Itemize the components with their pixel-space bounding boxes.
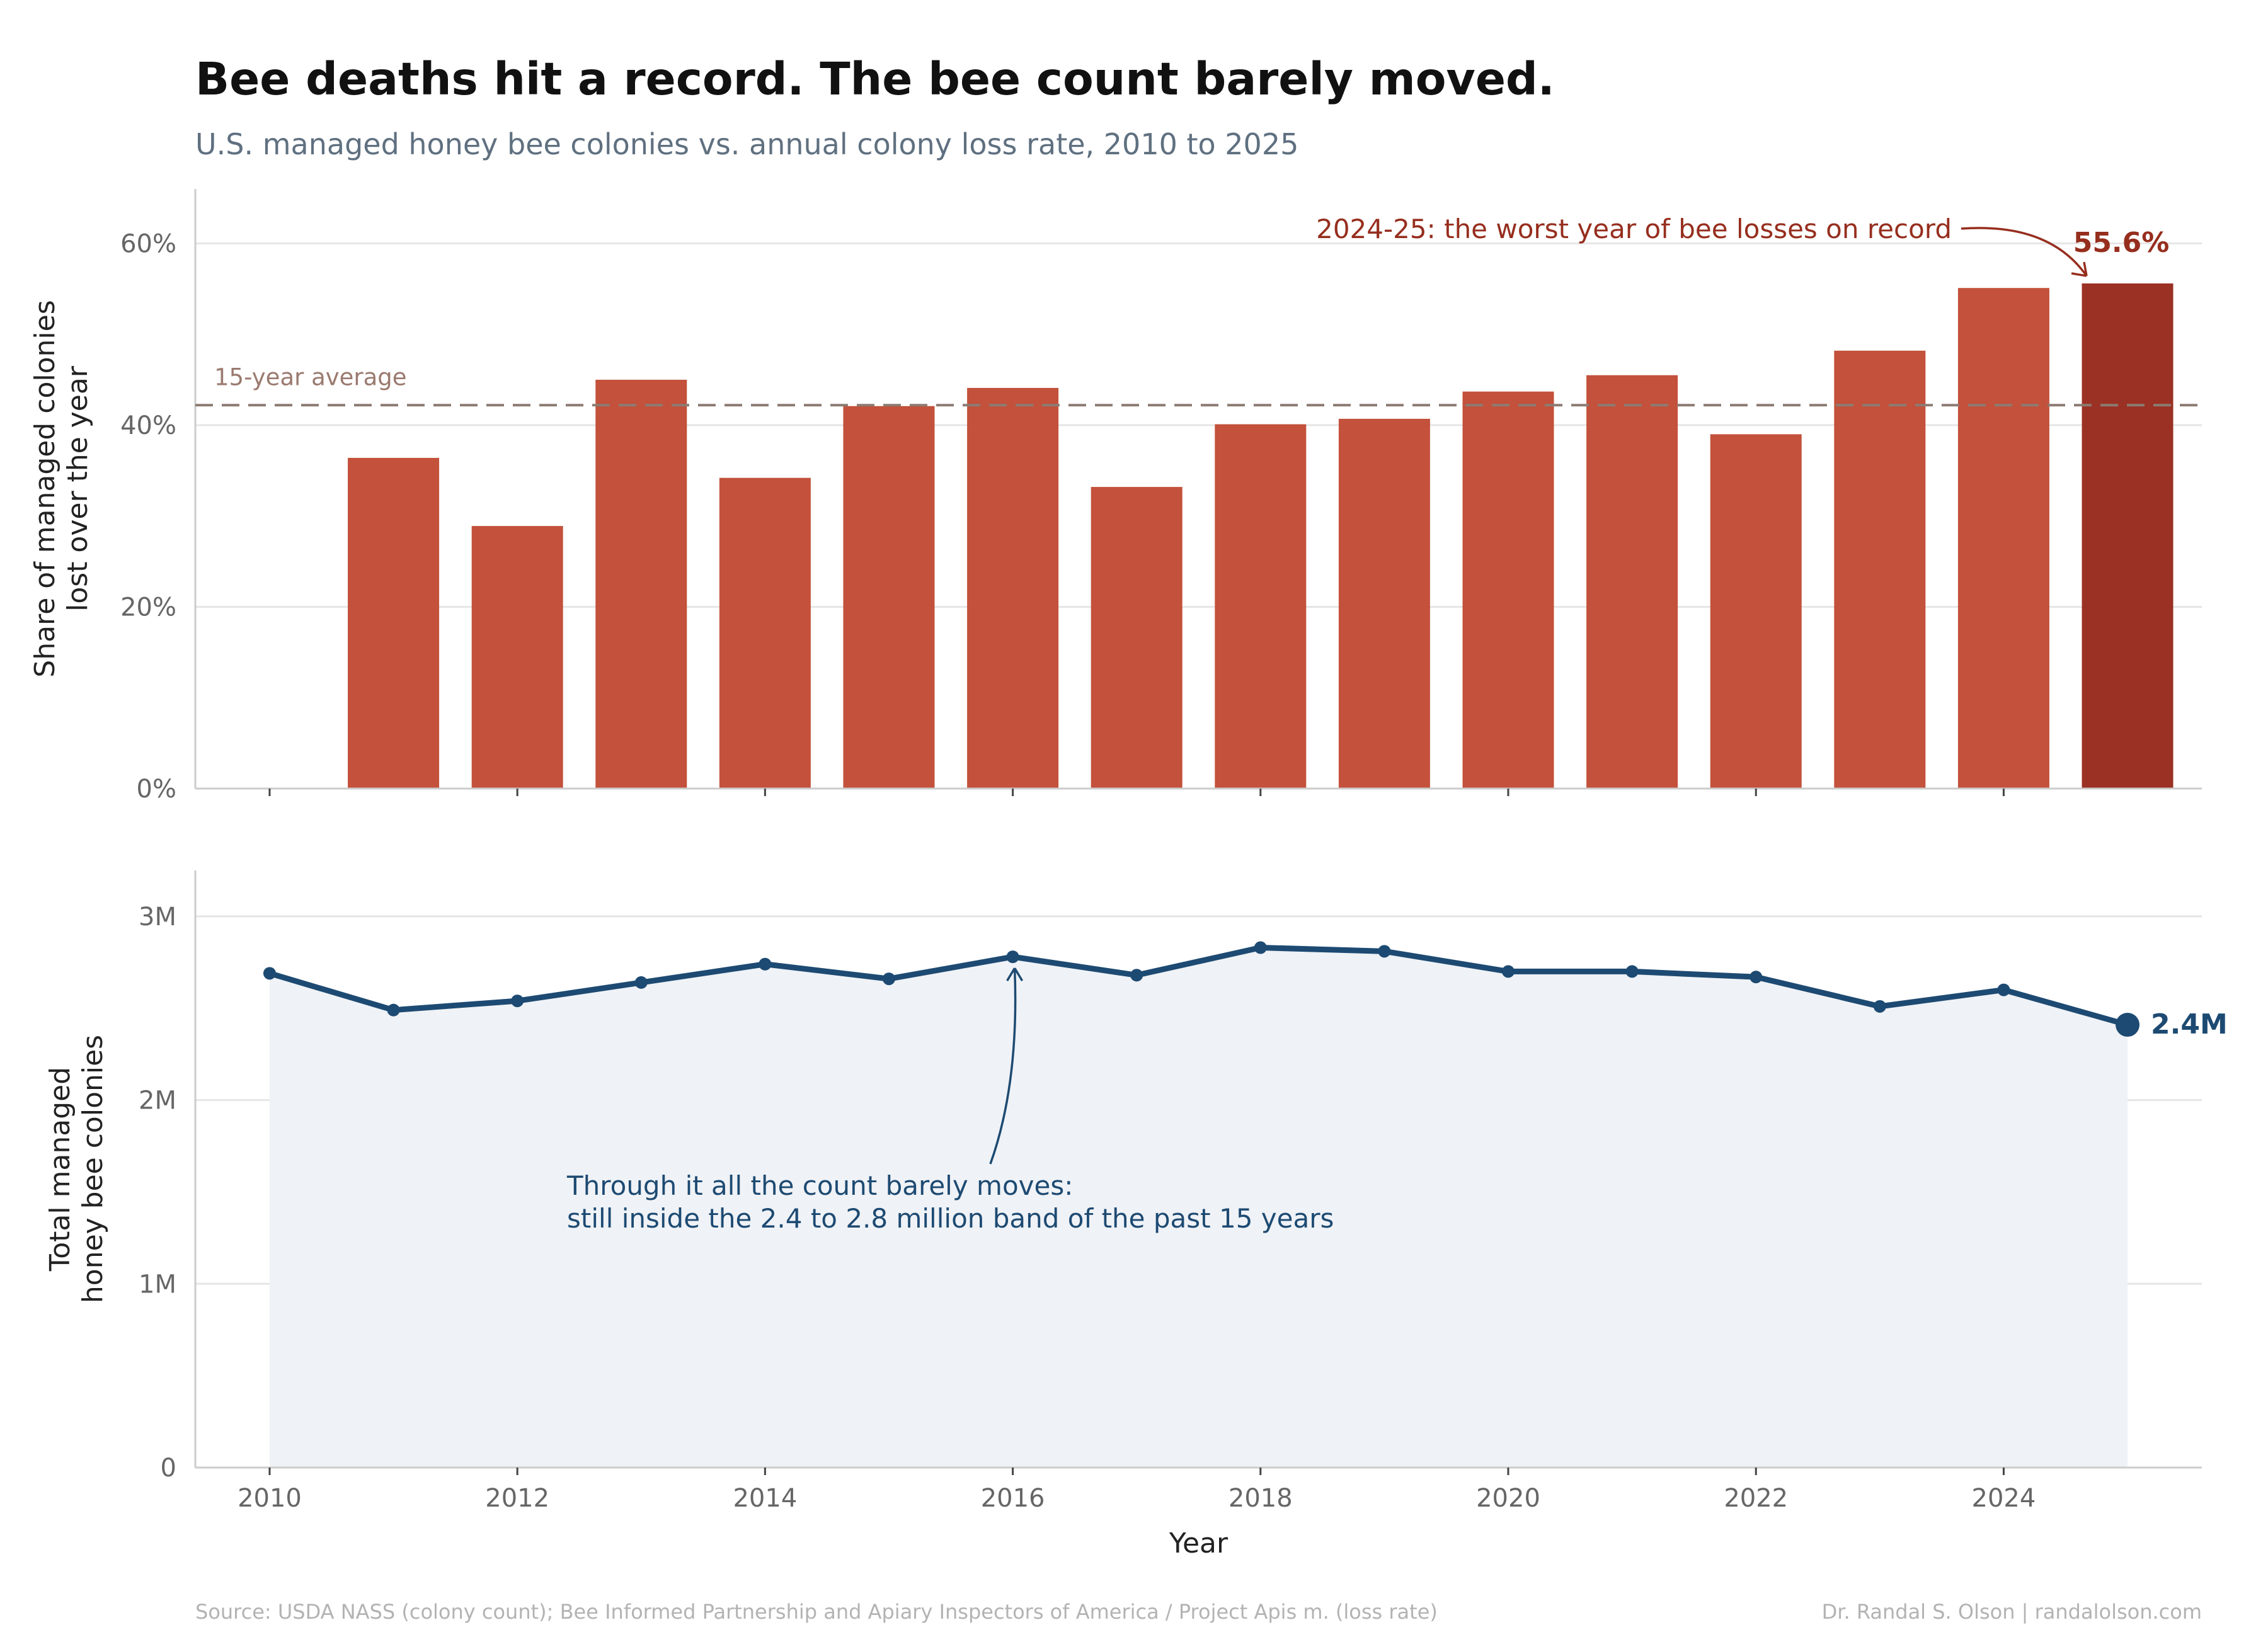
y-tick-label: 1M xyxy=(139,1270,176,1299)
data-point xyxy=(882,972,895,986)
bar xyxy=(471,526,563,789)
data-point xyxy=(1873,1000,1886,1013)
area-fill xyxy=(269,947,2128,1468)
bar xyxy=(1091,487,1183,789)
annotation-arrow xyxy=(989,968,1017,1165)
y-tick-label: 40% xyxy=(120,411,176,440)
bar xyxy=(1462,391,1554,789)
data-point xyxy=(387,1003,400,1017)
bar xyxy=(348,457,440,789)
y-tick-label: 0% xyxy=(137,775,176,804)
data-point xyxy=(1502,965,1515,978)
colony-count-panel: 0 1M 2M 3M 2.4M 2010 2012 2014 2016 2018 2020 2022 2… xyxy=(44,870,2228,1559)
loss-rate-panel: 0% 20% 40% 60% 15-year average 55.6% 2024-25: … xyxy=(29,189,2202,804)
footer-source: Source: USDA NASS (colony count); Bee In… xyxy=(195,1600,1438,1624)
end-point xyxy=(2116,1013,2140,1037)
bar xyxy=(1338,418,1430,789)
bar xyxy=(2082,283,2174,789)
y-tick-label: 60% xyxy=(120,230,176,259)
bar xyxy=(1834,350,1926,789)
data-point xyxy=(1750,971,1763,984)
data-point xyxy=(634,976,648,989)
x-tick-label: 2016 xyxy=(981,1484,1045,1513)
bar xyxy=(967,387,1059,789)
y-axis-label: Share of managed colonieslost over the y… xyxy=(29,300,94,677)
data-point xyxy=(1006,950,1019,964)
data-point xyxy=(1625,965,1639,978)
end-value-label: 2.4M xyxy=(2151,1008,2228,1041)
y-axis-label-group: Share of managed colonieslost over the y… xyxy=(29,300,94,677)
y-tick-label: 0 xyxy=(161,1454,176,1483)
bar xyxy=(843,406,935,789)
count-annotation: Through it all the count barely moves: st… xyxy=(566,1170,1334,1234)
x-tick-label: 2010 xyxy=(238,1484,302,1513)
y-tick-label: 3M xyxy=(139,903,176,932)
data-point xyxy=(1378,945,1391,958)
x-tick-label: 2012 xyxy=(485,1484,549,1513)
chart-subtitle: U.S. managed honey bee colonies vs. annu… xyxy=(195,127,1298,161)
bar xyxy=(1215,424,1307,789)
y-tick-label: 20% xyxy=(120,593,176,622)
y-tick-label: 2M xyxy=(139,1086,176,1115)
data-point xyxy=(263,967,276,980)
loss-annotation: 2024-25: the worst year of bee losses on… xyxy=(1316,214,1952,244)
footer-credit: Dr. Randal S. Olson | randalolson.com xyxy=(1822,1600,2202,1624)
bar xyxy=(719,477,811,789)
x-tick-label: 2024 xyxy=(1972,1484,2036,1513)
bar xyxy=(1957,288,2049,789)
y-axis-label: Total managedhoney bee colonies xyxy=(44,1035,109,1303)
x-tick-label: 2020 xyxy=(1476,1484,1540,1513)
x-tick-label: 2022 xyxy=(1724,1484,1788,1513)
data-point xyxy=(1254,941,1267,954)
data-point xyxy=(759,957,772,971)
x-axis-label: Year xyxy=(1169,1527,1228,1559)
x-tick-label: 2014 xyxy=(733,1484,797,1513)
bar xyxy=(595,379,687,789)
series-line xyxy=(268,945,2129,1028)
highlight-value-label: 55.6% xyxy=(2073,227,2170,259)
chart-title: Bee deaths hit a record. The bee count b… xyxy=(195,53,1555,105)
average-label: 15-year average xyxy=(214,363,407,391)
data-point xyxy=(511,995,524,1008)
annotation-arrowhead xyxy=(2071,261,2088,277)
bar xyxy=(1586,375,1678,789)
data-point xyxy=(1130,969,1143,982)
y-axis-label-group: Total managedhoney bee colonies xyxy=(44,1035,109,1303)
bar xyxy=(1710,434,1802,789)
x-tick-label: 2018 xyxy=(1228,1484,1293,1513)
data-point xyxy=(1997,983,2010,996)
annotation-arrowhead xyxy=(1006,967,1024,982)
annotation-arrow xyxy=(1961,227,2088,277)
